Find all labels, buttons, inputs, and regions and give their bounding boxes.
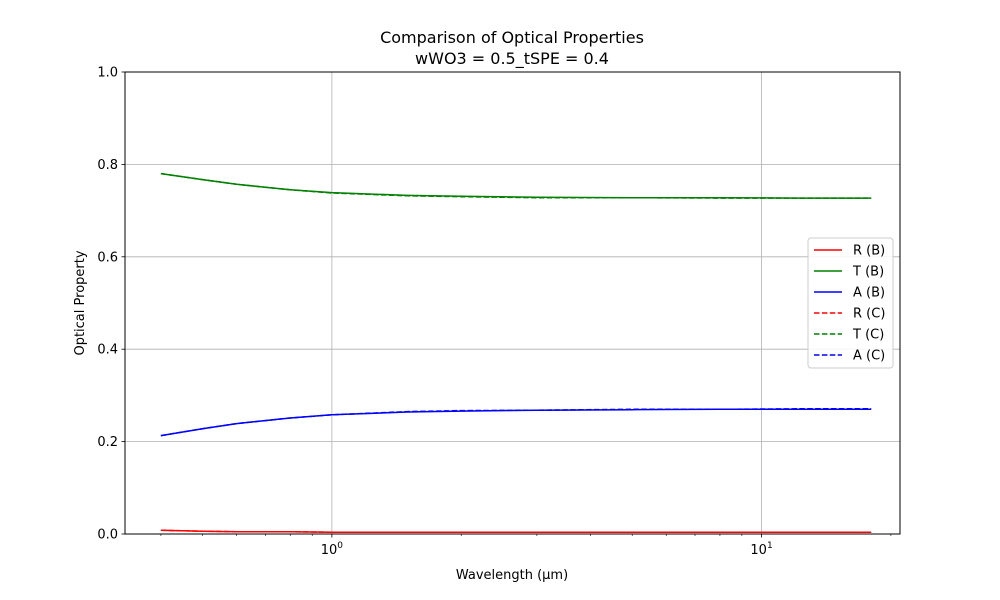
x-tick-exponent: 1 <box>767 541 773 551</box>
x-axis-label: Wavelength (µm) <box>456 568 568 583</box>
x-tick-exponent: 0 <box>337 541 343 551</box>
y-tick-label: 0.8 <box>97 158 118 173</box>
legend-label: T (C) <box>852 328 884 343</box>
legend-label: A (C) <box>853 349 885 364</box>
legend-label: R (C) <box>853 307 885 322</box>
legend-label: R (B) <box>853 244 885 259</box>
legend-label: T (B) <box>852 265 884 280</box>
y-axis-label: Optical Property <box>73 250 88 355</box>
y-tick-label: 0.0 <box>97 528 118 543</box>
legend: R (B) T (B) A (B) R (C) T (C) A (C) <box>808 238 893 368</box>
y-tick-label: 0.6 <box>97 250 118 265</box>
x-tick-base: 10 <box>750 543 767 558</box>
chart-subtitle: wWO3 = 0.5_tSPE = 0.4 <box>415 49 609 69</box>
y-tick-label: 0.4 <box>97 343 118 358</box>
legend-label: A (B) <box>853 286 885 301</box>
y-tick-label: 1.0 <box>97 66 118 81</box>
chart-title: Comparison of Optical Properties <box>380 28 644 47</box>
x-tick-base: 10 <box>321 543 338 558</box>
y-tick-label: 0.2 <box>97 435 118 450</box>
